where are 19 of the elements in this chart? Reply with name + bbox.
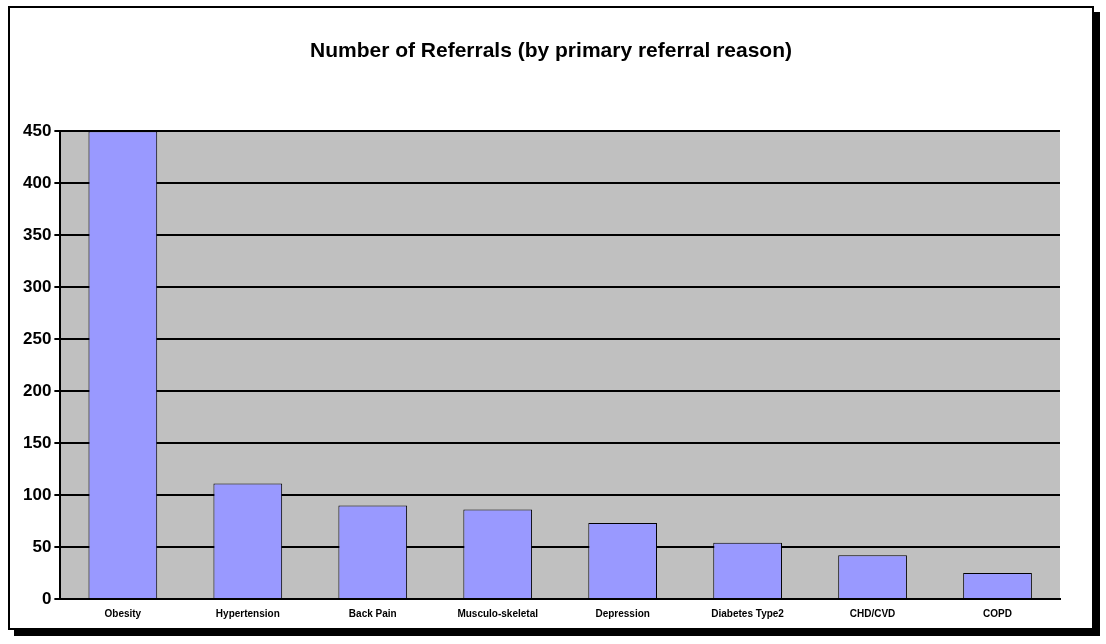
x-tick-label: Back Pain xyxy=(348,607,397,619)
y-tick-label: 400 xyxy=(22,172,52,192)
y-tick-label: 300 xyxy=(22,276,52,296)
x-tick-label: Depression xyxy=(595,607,650,619)
y-tick-label: 150 xyxy=(22,432,52,452)
y-tick-label: 0 xyxy=(41,588,52,608)
y-tick-label: 350 xyxy=(22,224,52,244)
x-tick-label: COPD xyxy=(983,607,1012,619)
x-tick-label: CHD/CVD xyxy=(849,607,896,619)
y-tick-label: 200 xyxy=(22,380,52,400)
y-tick-label: 100 xyxy=(22,484,52,504)
x-tick-label: Diabetes Type2 xyxy=(711,607,785,619)
y-tick-label: 50 xyxy=(32,536,52,556)
y-tick-label: 250 xyxy=(22,328,52,348)
chart-title: Number of Referrals (by primary referral reason) xyxy=(309,38,793,62)
x-tick-label: Musculo-skeletal xyxy=(457,607,539,619)
y-tick-label: 450 xyxy=(22,120,52,140)
x-tick-label: Obesity xyxy=(104,607,142,619)
x-tick-label: Hypertension xyxy=(215,607,280,619)
